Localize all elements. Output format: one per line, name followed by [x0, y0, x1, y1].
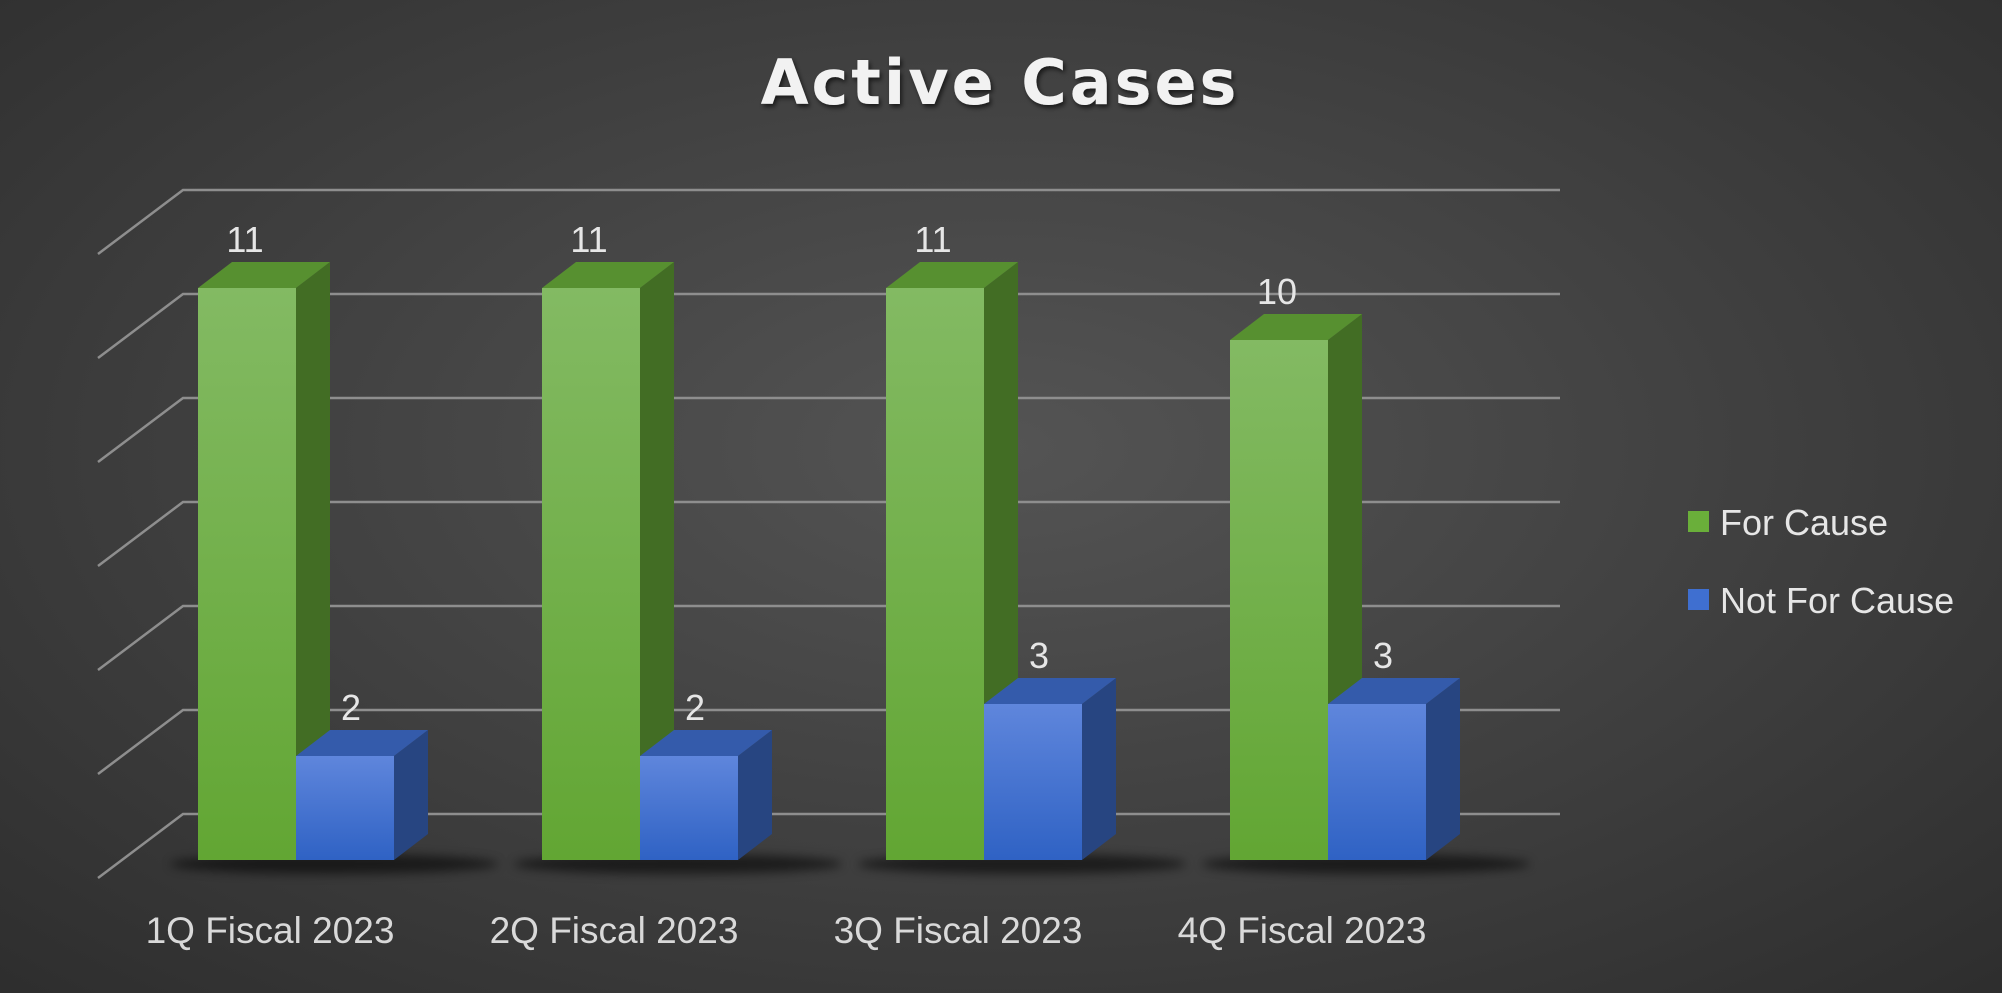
bar-front	[198, 288, 296, 860]
legend: For Cause Not For Cause	[1688, 502, 1954, 621]
data-label: 3	[1373, 635, 1393, 676]
gridline	[97, 188, 1560, 255]
gridline	[97, 396, 1560, 463]
bar-top	[886, 262, 1018, 288]
gridlines	[97, 188, 1560, 879]
bar-side	[640, 262, 674, 860]
bar: 10	[1230, 271, 1362, 860]
gridline	[97, 604, 1560, 671]
gridline	[97, 500, 1560, 567]
bar-side	[1082, 678, 1116, 860]
legend-label: For Cause	[1720, 502, 1888, 543]
legend-item: For Cause	[1688, 502, 1888, 543]
data-label: 11	[570, 219, 607, 260]
bar-front	[296, 756, 394, 860]
data-label: 3	[1029, 635, 1049, 676]
data-label: 10	[1257, 271, 1297, 312]
bar-front	[640, 756, 738, 860]
data-label: 11	[226, 219, 263, 260]
bar-front	[542, 288, 640, 860]
legend-label: Not For Cause	[1720, 580, 1954, 621]
bar-group: 10 3	[1202, 271, 1530, 874]
bar-front	[1230, 340, 1328, 860]
x-tick-label: 3Q Fiscal 2023	[834, 910, 1083, 951]
bar-group: 11 3	[858, 219, 1186, 874]
x-tick-label: 2Q Fiscal 2023	[490, 910, 739, 951]
plot-area: 11 2 11 2 11 3 10 3	[170, 219, 1530, 874]
bar-top	[198, 262, 330, 288]
bar-group: 11 2	[170, 219, 498, 874]
x-tick-label: 4Q Fiscal 2023	[1178, 910, 1427, 951]
bar-front	[984, 704, 1082, 860]
gridline	[97, 292, 1560, 359]
bar-top	[1328, 678, 1460, 704]
data-label: 11	[914, 219, 951, 260]
bar: 11	[198, 219, 330, 860]
bar: 3	[1328, 635, 1460, 860]
x-axis-labels: 1Q Fiscal 2023 2Q Fiscal 2023 3Q Fiscal 20…	[146, 910, 1427, 951]
legend-item: Not For Cause	[1688, 580, 1954, 621]
bar-top	[296, 730, 428, 756]
bar: 11	[542, 219, 674, 860]
x-tick-label: 1Q Fiscal 2023	[146, 910, 395, 951]
bar-front	[1328, 704, 1426, 860]
chart-title: Active Cases	[761, 46, 1240, 119]
bar-front	[886, 288, 984, 860]
bar-side	[1426, 678, 1460, 860]
bar-top	[640, 730, 772, 756]
bar-top	[542, 262, 674, 288]
bar-side	[394, 730, 428, 860]
legend-swatch	[1688, 589, 1709, 610]
bar-side	[738, 730, 772, 860]
bar-group: 11 2	[514, 219, 842, 874]
legend-swatch	[1688, 511, 1709, 532]
bar-top	[984, 678, 1116, 704]
data-label: 2	[341, 687, 361, 728]
bar: 2	[640, 687, 772, 860]
data-label: 2	[685, 687, 705, 728]
bar-top	[1230, 314, 1362, 340]
bar: 2	[296, 687, 428, 860]
bar-side	[296, 262, 330, 860]
bar: 3	[984, 635, 1116, 860]
